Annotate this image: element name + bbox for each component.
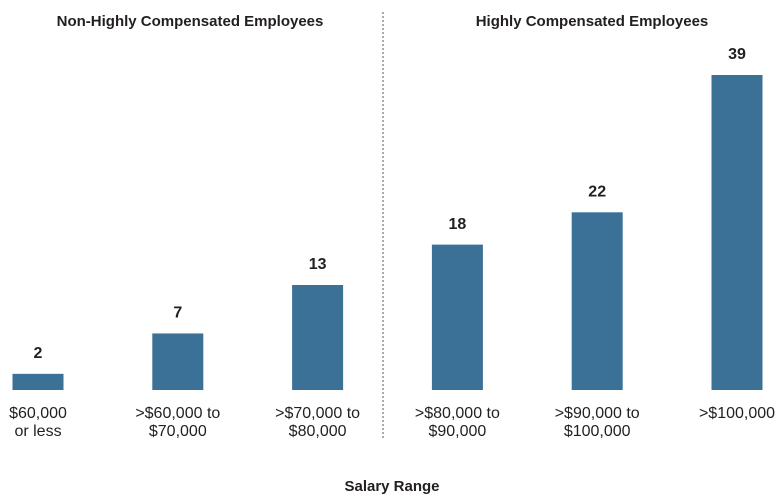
x-tick-label: >$60,000 to $70,000 — [135, 405, 221, 440]
group-title: Non-Highly Compensated Employees — [57, 13, 324, 30]
group-title: Highly Compensated Employees — [476, 13, 709, 30]
bar — [431, 244, 483, 390]
bar — [571, 212, 623, 390]
axis-title: Salary Range — [344, 478, 439, 495]
data-label: 22 — [588, 184, 606, 201]
x-tick-label: >$80,000 to $90,000 — [414, 405, 500, 440]
bar — [12, 373, 64, 390]
data-label: 13 — [309, 256, 327, 273]
x-tick-label: >$70,000 to $80,000 — [275, 405, 361, 440]
bar — [292, 285, 344, 390]
bar — [711, 75, 763, 390]
data-label: 2 — [34, 345, 43, 362]
data-label: 18 — [449, 216, 467, 233]
data-label: 39 — [728, 46, 746, 63]
x-tick-label: >$100,000 — [698, 405, 776, 422]
data-label: 7 — [173, 305, 182, 322]
bar — [152, 333, 204, 390]
x-tick-label: $60,000 or less — [9, 405, 67, 440]
x-tick-label: >$90,000 to $100,000 — [554, 405, 640, 440]
